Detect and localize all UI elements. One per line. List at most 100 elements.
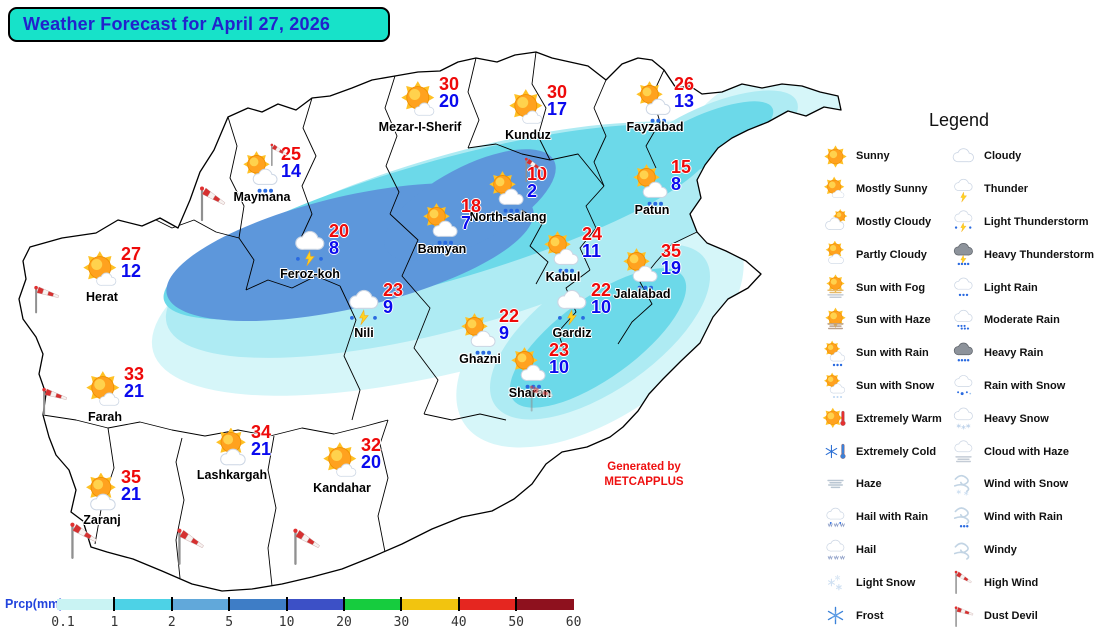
high-wind-icon: [170, 526, 212, 573]
high-wind-icon: [193, 184, 233, 229]
heavy-snow-icon: [953, 407, 973, 430]
city-label: Kandahar: [313, 481, 371, 495]
low-temp: 8: [671, 174, 682, 194]
city-label: Gardiz: [552, 326, 592, 340]
mostly-sunny-icon: [86, 371, 120, 406]
legend-item-sun-fog: Sun with Fog: [820, 271, 948, 304]
legend-item-hail: Hail: [820, 534, 948, 567]
city-marker-herat: 27 12 Herat: [80, 245, 141, 304]
city-marker-gardiz: 22 10 Gardiz: [550, 281, 611, 340]
legend-label: Windy: [984, 543, 1017, 556]
precip-scale-bar: [57, 599, 574, 610]
legend-column-right: Cloudy Thunder Light Thunderstorm Heavy Thu…: [948, 140, 1098, 632]
legend-item-wind-rain: Wind with Rain: [948, 501, 1098, 534]
mostly-sunny-icon: [823, 176, 844, 198]
legend-label: Heavy Rain: [984, 347, 1044, 360]
hail-icon: [825, 540, 845, 561]
legend-label: Light Rain: [984, 281, 1038, 294]
high-temp: 35: [121, 467, 142, 487]
mostly-sunny-icon: [401, 81, 435, 116]
precip-scale: Prcp(mm) 0.1 1 2 5 10 20 30 40 50 60: [0, 592, 620, 634]
legend-label: Cloudy: [984, 150, 1022, 163]
city-temps: 34 21: [251, 423, 271, 458]
windy-icon: [953, 543, 969, 561]
scale-segment: [343, 599, 402, 610]
city-label: Bamyan: [417, 242, 467, 256]
high-temp: 22: [591, 280, 612, 300]
scale-tick-label: 2: [167, 615, 176, 630]
high-temp: 35: [661, 241, 682, 261]
low-temp: 8: [329, 238, 340, 258]
high-temp: 23: [549, 340, 570, 360]
legend-label: Sunny: [856, 150, 890, 163]
city-temps: 30 20: [439, 74, 460, 110]
credit-line1: Generated by: [607, 461, 681, 473]
cloud-haze-icon: [953, 440, 972, 463]
partly-cloudy-icon: [86, 473, 116, 511]
low-temp: 11: [582, 241, 602, 261]
city-marker-nili: 23 9 Nili: [342, 281, 403, 340]
precip-scale-label: Prcp(mm): [5, 597, 64, 611]
legend-label: Mostly Sunny: [856, 183, 928, 196]
city-marker-north-salang: 10 2 North-salang: [469, 157, 547, 224]
legend-item-wind-snow: Wind with Snow: [948, 468, 1098, 501]
wind-snow-icon: [953, 474, 969, 496]
legend-item-mostly-cloudy: Mostly Cloudy: [820, 206, 948, 239]
legend-item-sunny: Sunny: [820, 140, 948, 173]
legend-item-sun-haze: Sun with Haze: [820, 304, 948, 337]
city-label: Jalalabad: [613, 287, 671, 301]
city-marker-kandahar: 32 20 Kandahar: [313, 436, 381, 495]
legend-label: Wind with Snow: [984, 478, 1069, 491]
high-temp: 32: [361, 435, 382, 455]
dust-devil-icon: [34, 285, 59, 314]
scale-segment: [516, 599, 574, 610]
high-temp: 18: [461, 196, 482, 216]
sun-fog-icon: [825, 274, 845, 299]
city-temps: 20 8: [329, 221, 350, 258]
scale-tick: [113, 597, 116, 611]
high-temp: 27: [121, 244, 142, 264]
sun-rain-icon: [623, 248, 658, 290]
legend-item-windy: Windy: [948, 534, 1098, 567]
legend-label: High Wind: [984, 576, 1039, 589]
scale-tick: [343, 597, 345, 611]
light-thunderstorm-icon: [953, 210, 972, 233]
high-wind-icon: [286, 526, 328, 573]
low-temp: 20: [361, 452, 382, 472]
moderate-rain-icon: [953, 309, 973, 330]
light-rain-icon: [953, 277, 973, 297]
dust-devil-icon: [36, 382, 72, 423]
legend-item-frost: Frost: [820, 599, 948, 632]
city-label: Kabul: [545, 270, 581, 284]
legend-panel: Legend Sunny Mostly Sunny Mostly Cloudy Par…: [820, 110, 1098, 632]
city-temps: 15 8: [671, 157, 692, 194]
scale-segment: [401, 599, 459, 610]
legend-label: Heavy Snow: [984, 412, 1049, 425]
mostly-cloudy-icon: [824, 209, 847, 231]
low-temp: 21: [124, 381, 145, 401]
city-temps: 27 12: [121, 244, 142, 280]
city-label: Fayzabad: [626, 120, 684, 134]
high-temp: 15: [671, 157, 692, 177]
legend-label: Haze: [856, 478, 882, 491]
low-temp: 7: [461, 213, 472, 233]
city-label: Farah: [87, 410, 123, 424]
high-temp: 30: [439, 74, 460, 94]
legend-label: Sun with Fog: [856, 281, 926, 294]
legend-label: Cloud with Haze: [984, 445, 1069, 458]
high-temp: 20: [329, 221, 350, 241]
city-temps: 25 14: [281, 145, 301, 180]
legend-item-extremely-cold: Extremely Cold: [820, 435, 948, 468]
scale-tick-label: 50: [508, 615, 525, 630]
dust-devil-icon: [524, 380, 558, 419]
dust-devil-icon: [529, 385, 554, 412]
legend-label: Sun with Snow: [856, 379, 935, 392]
city-temps: 35 21: [121, 467, 142, 503]
scale-tick: [457, 597, 460, 611]
legend-item-sun-snow: Sun with Snow: [820, 370, 948, 403]
city-marker-fayzabad: 26 13 Fayzabad: [627, 75, 695, 134]
country-outline: [18, 51, 842, 592]
sun-rain-icon: [243, 151, 278, 193]
scale-segment: [171, 599, 230, 610]
